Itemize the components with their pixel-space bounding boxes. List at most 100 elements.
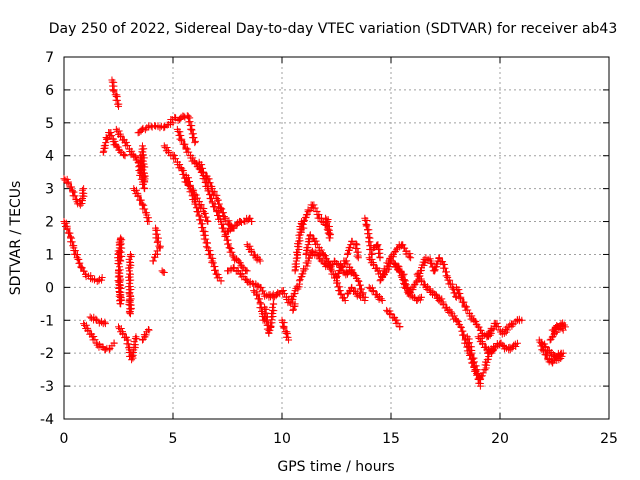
data-point — [300, 218, 308, 226]
data-point — [101, 318, 109, 326]
data-point — [373, 242, 381, 250]
data-point — [416, 267, 424, 275]
data-series — [60, 76, 569, 390]
data-point — [469, 358, 477, 366]
data-point — [354, 277, 362, 285]
data-point — [177, 136, 185, 144]
data-point — [255, 255, 263, 263]
data-point — [343, 250, 351, 258]
data-point — [218, 205, 226, 213]
data-point — [252, 291, 260, 299]
data-point — [132, 333, 140, 341]
data-point — [116, 263, 124, 271]
data-point — [208, 199, 216, 207]
data-point — [456, 289, 464, 297]
data-point — [117, 324, 125, 332]
data-point — [210, 187, 218, 195]
data-point — [141, 185, 149, 193]
data-point — [219, 209, 227, 217]
data-point — [68, 234, 76, 242]
data-point — [290, 290, 298, 298]
data-point — [139, 151, 147, 159]
data-point — [191, 139, 199, 147]
data-point — [117, 257, 125, 265]
data-point — [440, 260, 448, 268]
data-point — [126, 298, 134, 306]
data-point — [118, 252, 126, 260]
data-point — [133, 186, 141, 194]
data-point — [406, 250, 414, 258]
data-point — [473, 366, 481, 374]
data-point — [127, 259, 135, 267]
data-point — [179, 170, 187, 178]
data-point — [222, 233, 230, 240]
data-point — [508, 344, 516, 352]
data-point — [140, 160, 148, 168]
data-point — [333, 273, 340, 281]
data-point — [163, 143, 171, 151]
data-point — [68, 238, 76, 246]
data-point — [462, 303, 470, 311]
data-point — [324, 257, 332, 265]
data-point — [407, 254, 415, 262]
data-point — [177, 131, 185, 139]
x-axis-label: GPS time / hours — [277, 459, 394, 475]
data-point — [216, 204, 224, 212]
data-point — [116, 272, 124, 280]
y-tick-label: -2 — [40, 346, 54, 362]
data-point — [291, 300, 299, 308]
data-point — [246, 242, 254, 250]
data-point — [176, 160, 184, 168]
y-tick-label: 7 — [45, 50, 54, 66]
data-point — [394, 262, 402, 270]
data-point — [140, 184, 148, 192]
data-point — [393, 316, 401, 324]
data-point — [110, 87, 118, 95]
x-tick-label: 0 — [60, 431, 69, 447]
data-point — [478, 372, 486, 380]
data-point — [320, 259, 328, 267]
data-point — [183, 145, 191, 153]
data-point — [203, 217, 211, 225]
data-point — [141, 205, 149, 213]
data-point — [142, 331, 150, 339]
data-point — [476, 382, 484, 390]
data-point — [100, 142, 108, 150]
data-point — [513, 339, 521, 347]
data-point — [227, 245, 235, 253]
data-point — [189, 186, 197, 194]
y-tick-label: -4 — [40, 412, 54, 428]
data-point — [294, 249, 302, 257]
data-point — [228, 248, 236, 256]
data-point — [250, 287, 258, 295]
data-point — [121, 152, 129, 160]
data-point — [191, 137, 199, 145]
data-point — [325, 261, 333, 269]
data-point — [345, 244, 353, 252]
data-point — [115, 269, 123, 277]
data-point — [198, 161, 206, 169]
data-point — [211, 266, 219, 274]
data-point — [354, 254, 362, 262]
y-tick-label: -3 — [40, 379, 54, 395]
data-point — [74, 256, 82, 264]
data-point — [310, 201, 318, 209]
data-point — [396, 323, 404, 331]
data-point — [214, 196, 222, 204]
data-point — [189, 154, 197, 162]
data-point — [185, 118, 193, 126]
y-tick-label: 0 — [45, 280, 54, 296]
x-tick-label: 5 — [169, 431, 178, 447]
x-tick-label: 15 — [382, 431, 400, 447]
data-point — [140, 201, 148, 209]
y-tick-label: -1 — [40, 313, 54, 329]
data-point — [126, 279, 134, 287]
data-point — [300, 224, 308, 232]
data-point — [558, 324, 566, 332]
data-point — [197, 201, 205, 209]
data-point — [151, 253, 159, 261]
data-point — [77, 263, 85, 271]
data-point — [495, 341, 503, 349]
data-point — [376, 254, 384, 262]
data-point — [90, 333, 98, 341]
